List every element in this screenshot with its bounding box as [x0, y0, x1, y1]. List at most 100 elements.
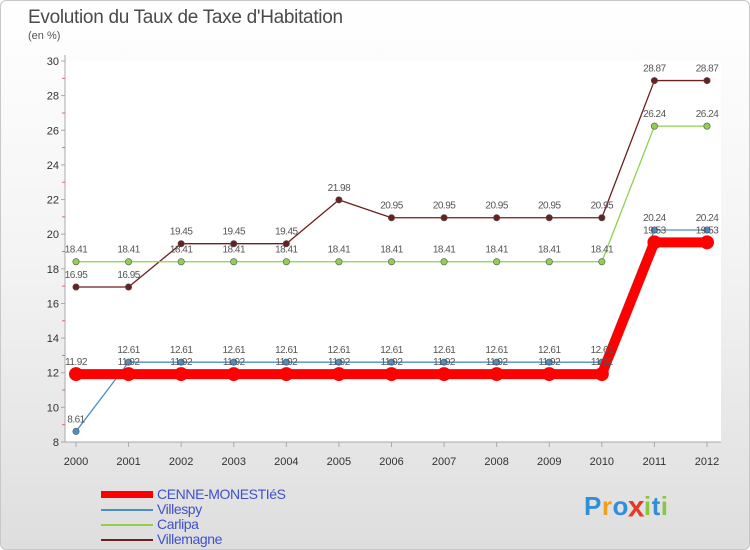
data-label: 18.41	[222, 245, 245, 256]
data-label: 12.61	[117, 345, 140, 356]
data-point	[647, 235, 662, 250]
y-tick-label: 12	[47, 368, 59, 380]
data-label: 18.41	[275, 245, 298, 256]
legend-label: Villespy	[157, 501, 202, 517]
data-point	[650, 226, 658, 234]
logo-letter: r	[601, 491, 613, 521]
data-label: 18.41	[433, 245, 456, 256]
data-label: 19.53	[696, 225, 719, 236]
data-label: 12.61	[170, 345, 193, 356]
data-label: 19.45	[275, 227, 298, 238]
data-point	[335, 258, 343, 266]
data-label: 20.95	[485, 201, 508, 212]
data-label: 11.92	[381, 357, 404, 368]
data-point	[440, 358, 448, 366]
data-label: 12.61	[538, 345, 561, 356]
data-label: 18.41	[591, 245, 614, 256]
logo-letter: i	[643, 491, 652, 521]
data-label: 26.24	[696, 109, 719, 120]
data-label: 11.92	[328, 357, 351, 368]
logo-letter: i	[660, 491, 669, 521]
y-tick-label: 28	[47, 91, 59, 103]
logo-letter: o	[612, 491, 629, 521]
x-tick-label: 2005	[327, 456, 351, 468]
data-point	[545, 258, 553, 266]
data-label: 16.95	[117, 270, 140, 281]
data-point	[545, 214, 553, 222]
data-label: 20.95	[433, 201, 456, 212]
y-tick-label: 18	[47, 264, 59, 276]
x-tick-label: 2011	[643, 456, 667, 468]
data-label: 26.24	[643, 109, 666, 120]
series-carlipa	[72, 122, 711, 266]
data-label: 11.92	[118, 357, 141, 368]
y-tick-label: 24	[47, 160, 59, 172]
data-point	[125, 283, 133, 291]
data-point	[177, 240, 185, 248]
x-tick-label: 2012	[695, 456, 719, 468]
data-label: 12.61	[380, 345, 403, 356]
data-label: 20.24	[643, 213, 666, 224]
data-point	[437, 367, 452, 382]
data-label: 18.41	[538, 245, 561, 256]
data-label: 20.95	[538, 201, 561, 212]
data-point	[440, 258, 448, 266]
data-label: 12.61	[275, 345, 298, 356]
data-point	[703, 122, 711, 130]
series-villespy	[72, 226, 711, 435]
data-label: 11.92	[275, 357, 298, 368]
data-label: 12.61	[433, 345, 456, 356]
data-point	[230, 358, 238, 366]
data-point	[489, 367, 504, 382]
data-point	[598, 214, 606, 222]
y-tick-label: 10	[47, 402, 59, 414]
series-cenne-monesti-s	[69, 235, 714, 382]
data-point	[177, 358, 185, 366]
y-tick-label: 20	[47, 229, 59, 241]
data-point	[387, 358, 395, 366]
chart-title: Evolution du Taux de Taxe d'Habitation	[28, 7, 343, 28]
data-point	[703, 226, 711, 234]
data-label: 28.87	[696, 64, 719, 75]
data-point	[335, 196, 343, 204]
data-point	[703, 77, 711, 85]
data-point	[493, 258, 501, 266]
data-label: 19.45	[170, 227, 193, 238]
y-tick-label: 30	[47, 56, 59, 68]
x-tick-label: 2002	[169, 456, 193, 468]
data-label: 11.92	[65, 357, 88, 368]
data-label: 28.87	[643, 64, 666, 75]
data-point	[72, 258, 80, 266]
data-label: 18.41	[170, 245, 193, 256]
x-tick-label: 2010	[590, 456, 614, 468]
data-point	[387, 258, 395, 266]
data-label: 18.41	[117, 245, 140, 256]
data-point	[230, 258, 238, 266]
data-point	[282, 258, 290, 266]
data-point	[542, 367, 557, 382]
logo-letter: x	[627, 488, 645, 524]
data-point	[69, 367, 83, 382]
x-tick-label: 2000	[64, 456, 88, 468]
legend-swatch	[101, 509, 153, 511]
data-label: 20.95	[591, 201, 614, 212]
data-point	[335, 358, 343, 366]
data-point	[650, 122, 658, 130]
data-point	[331, 367, 346, 382]
data-point	[72, 427, 80, 435]
data-point	[545, 358, 553, 366]
data-label: 20.24	[696, 213, 719, 224]
logo-letter: P	[584, 491, 602, 521]
data-label: 12.61	[328, 345, 351, 356]
data-label: 18.41	[485, 245, 508, 256]
legend-label: CENNE-MONESTIéS	[157, 486, 286, 502]
data-point	[282, 358, 290, 366]
y-tick-label: 26	[47, 125, 59, 137]
data-point	[598, 258, 606, 266]
data-point	[384, 367, 399, 382]
data-label: 18.41	[380, 245, 403, 256]
data-label: 11.92	[433, 357, 456, 368]
data-label: 8.61	[67, 414, 85, 425]
data-point	[493, 358, 501, 366]
data-label: 11.92	[170, 357, 193, 368]
